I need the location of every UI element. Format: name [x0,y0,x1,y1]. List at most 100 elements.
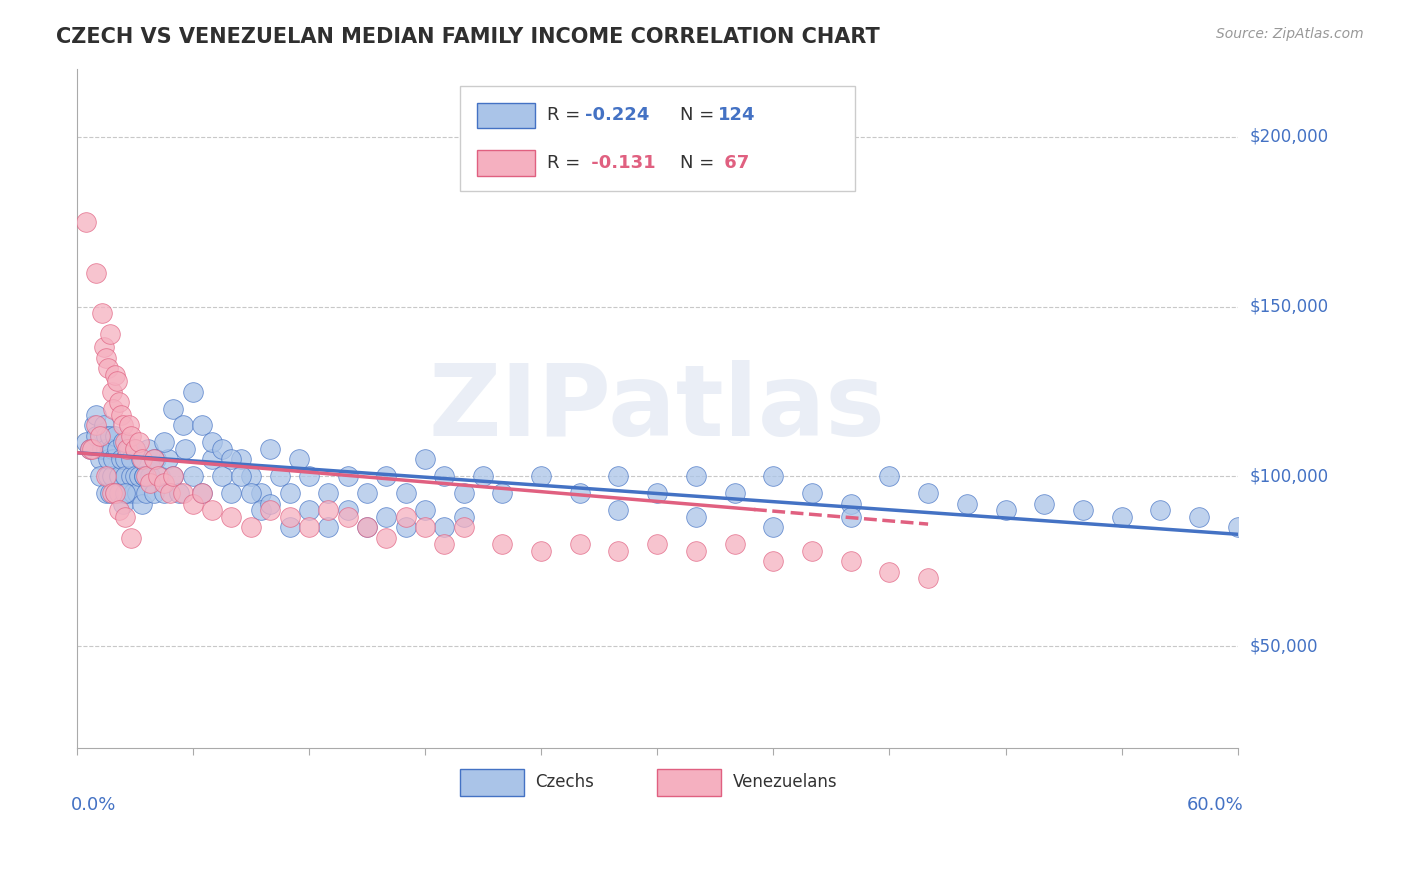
Point [100,486,122,500]
Point [879,565,901,579]
Point [90,306,112,320]
Point [994,503,1017,517]
Point [453,520,475,534]
Point [118,442,141,457]
Point [201,435,224,450]
Point [269,469,291,483]
Point [149,469,172,483]
Text: $150,000: $150,000 [1250,298,1329,316]
Point [336,503,359,517]
Text: Source: ZipAtlas.com: Source: ZipAtlas.com [1216,27,1364,41]
Point [131,452,153,467]
Point [356,520,378,534]
Point [112,418,135,433]
Point [135,469,157,483]
Text: Czechs: Czechs [536,773,595,791]
Point [114,469,136,483]
Point [98,326,121,341]
FancyBboxPatch shape [477,150,536,176]
Point [917,572,939,586]
Point [162,469,184,483]
Point [191,486,214,500]
Point [124,442,146,457]
Point [105,442,128,457]
Point [413,452,436,467]
Point [433,537,456,551]
Point [97,469,120,483]
Point [110,409,132,423]
Point [453,510,475,524]
Point [84,418,107,433]
Point [110,452,132,467]
Point [491,486,513,500]
Point [139,469,162,483]
Point [84,428,107,442]
Point [413,520,436,534]
Point [917,486,939,500]
Point [124,469,146,483]
Point [801,544,824,558]
Point [336,510,359,524]
Point [1226,520,1249,534]
Text: Venezuelans: Venezuelans [733,773,838,791]
Point [104,368,127,382]
Point [839,497,862,511]
Point [375,469,398,483]
Point [120,531,142,545]
Text: $50,000: $50,000 [1250,638,1317,656]
Point [211,469,233,483]
Point [607,469,630,483]
Point [316,486,339,500]
Point [104,428,127,442]
Point [879,469,901,483]
Point [433,520,456,534]
Point [125,486,148,500]
Point [104,486,127,500]
Point [89,452,111,467]
FancyBboxPatch shape [460,86,855,191]
Point [762,469,785,483]
Point [239,469,262,483]
Point [221,510,243,524]
Point [221,452,243,467]
Point [1111,510,1133,524]
Point [201,503,224,517]
Point [259,497,281,511]
Point [97,360,120,375]
Point [433,469,456,483]
Point [395,486,418,500]
Point [156,452,179,467]
Point [249,486,271,500]
Point [114,486,136,500]
Text: N =: N = [681,154,720,172]
Point [75,214,97,228]
Point [75,435,97,450]
Point [1188,510,1211,524]
Point [103,452,125,467]
Point [395,520,418,534]
Point [100,469,122,483]
Point [211,442,233,457]
Point [143,452,166,467]
Point [82,442,104,457]
Point [221,486,243,500]
Point [115,486,138,500]
Point [356,486,378,500]
Point [143,452,166,467]
Point [453,486,475,500]
Point [685,510,707,524]
Point [316,503,339,517]
Point [108,503,131,517]
Point [131,497,153,511]
Point [83,418,105,433]
Text: ZIPatlas: ZIPatlas [429,360,886,457]
Point [118,418,141,433]
Point [162,469,184,483]
Point [108,469,131,483]
Point [839,554,862,568]
Point [129,452,152,467]
Point [84,266,107,280]
Point [124,442,146,457]
Point [143,486,166,500]
Point [93,418,115,433]
